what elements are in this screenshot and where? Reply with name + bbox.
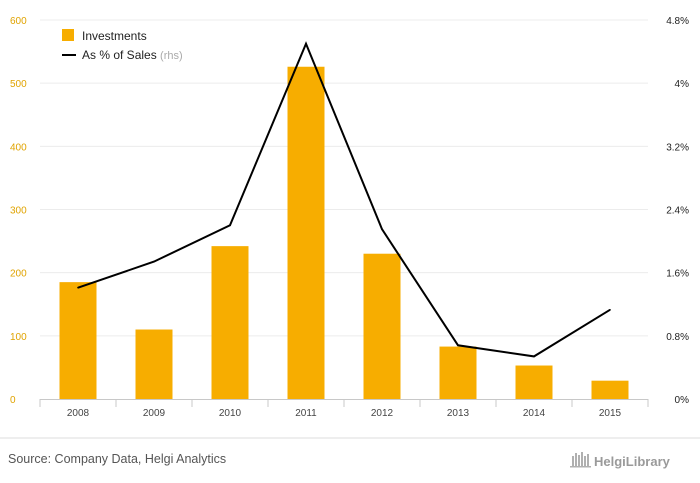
pct-of-sales-point — [381, 228, 383, 231]
pct-of-sales-line — [77, 41, 611, 358]
legend-label-pct-of-sales: As % of Sales (rhs) — [82, 48, 183, 62]
x-tick-label: 2012 — [371, 408, 394, 419]
x-tick-label: 2010 — [219, 408, 242, 419]
right-tick-label: 4.8% — [666, 16, 689, 27]
right-tick-label: 3.2% — [666, 142, 689, 153]
x-tick-label: 2008 — [67, 408, 90, 419]
legend-label-investments: Investments — [82, 29, 147, 43]
x-tick-label: 2009 — [143, 408, 166, 419]
investment-bar — [439, 346, 477, 399]
right-tick-label: 0% — [675, 395, 690, 406]
pct-of-sales-point — [609, 308, 611, 311]
investment-bars — [59, 66, 629, 399]
helgi-library-logo: HelgiLibrary — [570, 452, 671, 469]
right-tick-label: 0.8% — [666, 332, 689, 343]
investment-bar — [211, 246, 249, 399]
investment-bar — [59, 282, 97, 399]
left-tick-label: 100 — [10, 332, 27, 343]
right-y-axis: 0% 0.8% 1.6% 2.4% 3.2% 4% 4.8% — [666, 16, 689, 406]
left-tick-label: 600 — [10, 16, 27, 27]
investment-bar — [135, 329, 173, 399]
brand-name: HelgiLibrary — [594, 454, 671, 469]
pct-of-sales-point — [153, 260, 155, 263]
legend-swatch-investments — [62, 29, 74, 41]
pct-of-sales-series-line — [77, 41, 611, 358]
investment-bar — [591, 380, 629, 399]
x-tick-label: 2015 — [599, 408, 622, 419]
pct-of-sales-point — [305, 42, 307, 45]
right-tick-label: 4% — [675, 79, 690, 90]
pct-of-sales-point — [229, 224, 231, 227]
investment-bar — [287, 66, 325, 399]
x-axis: 2008 2009 2010 2011 2012 2013 2014 2015 — [39, 399, 649, 419]
right-tick-label: 2.4% — [666, 206, 689, 217]
bookshelf-icon — [570, 452, 591, 468]
x-tick-label: 2013 — [447, 408, 470, 419]
left-tick-label: 300 — [10, 206, 27, 217]
left-y-axis: 0 100 200 300 400 500 600 — [10, 16, 27, 406]
pct-of-sales-point — [457, 344, 459, 347]
pct-of-sales-point — [533, 355, 535, 358]
x-tick-label: 2014 — [523, 408, 546, 419]
gridlines — [40, 19, 648, 337]
investment-bar — [363, 253, 401, 399]
left-tick-label: 200 — [10, 269, 27, 280]
right-tick-label: 1.6% — [666, 269, 689, 280]
legend[interactable]: Investments As % of Sales (rhs) — [62, 29, 183, 62]
pct-of-sales-point — [77, 286, 79, 289]
x-tick-label: 2011 — [295, 408, 317, 419]
source-note: Source: Company Data, Helgi Analytics — [8, 452, 226, 466]
investment-bar — [515, 365, 553, 399]
left-tick-label: 0 — [10, 395, 16, 406]
left-tick-label: 400 — [10, 142, 27, 153]
left-tick-label: 500 — [10, 79, 27, 90]
